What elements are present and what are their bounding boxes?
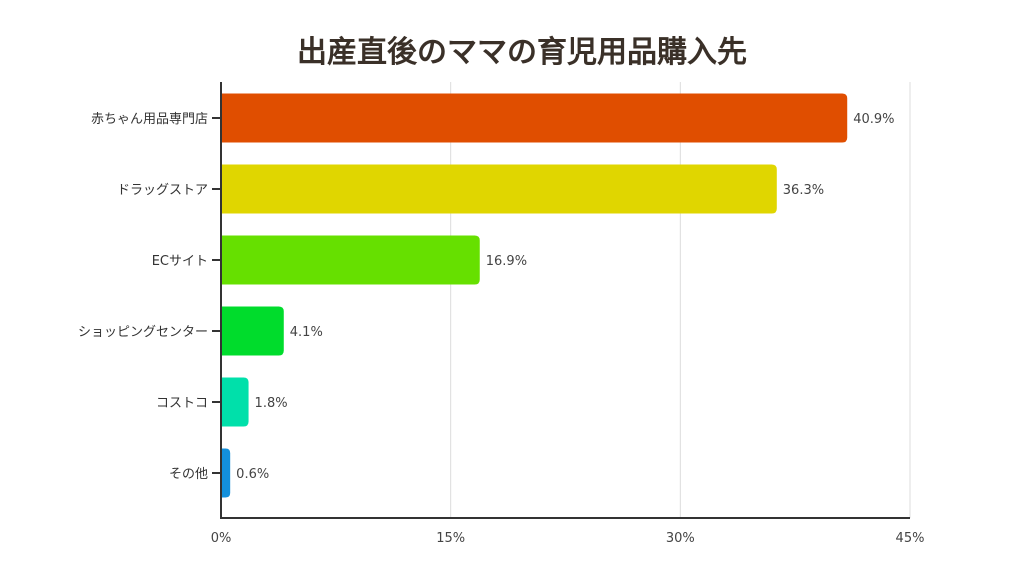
data-label: 0.6% bbox=[236, 467, 269, 482]
x-tick-label: 15% bbox=[436, 531, 465, 546]
bar bbox=[221, 164, 777, 214]
y-tick-label: 赤ちゃん用品専門店 bbox=[91, 112, 208, 127]
bar bbox=[221, 377, 249, 427]
y-tick-label: ショッピングセンター bbox=[78, 325, 208, 340]
bar bbox=[221, 448, 231, 498]
y-tick-label: コストコ bbox=[156, 396, 208, 411]
bar bbox=[221, 306, 284, 356]
y-tick-label: ドラッグストア bbox=[117, 183, 208, 198]
bar bbox=[221, 93, 848, 143]
data-label: 4.1% bbox=[290, 325, 323, 340]
y-tick-label: その他 bbox=[169, 467, 208, 482]
data-label: 36.3% bbox=[783, 183, 824, 198]
data-label: 1.8% bbox=[255, 396, 288, 411]
x-tick-label: 0% bbox=[211, 531, 232, 546]
x-tick-label: 30% bbox=[666, 531, 695, 546]
data-label: 40.9% bbox=[853, 112, 894, 127]
x-tick-label: 45% bbox=[896, 531, 925, 546]
data-label: 16.9% bbox=[486, 254, 527, 269]
bar bbox=[221, 235, 480, 285]
chart-title: 出産直後のママの育児用品購入先 bbox=[297, 35, 747, 70]
y-tick-label: ECサイト bbox=[152, 254, 208, 269]
